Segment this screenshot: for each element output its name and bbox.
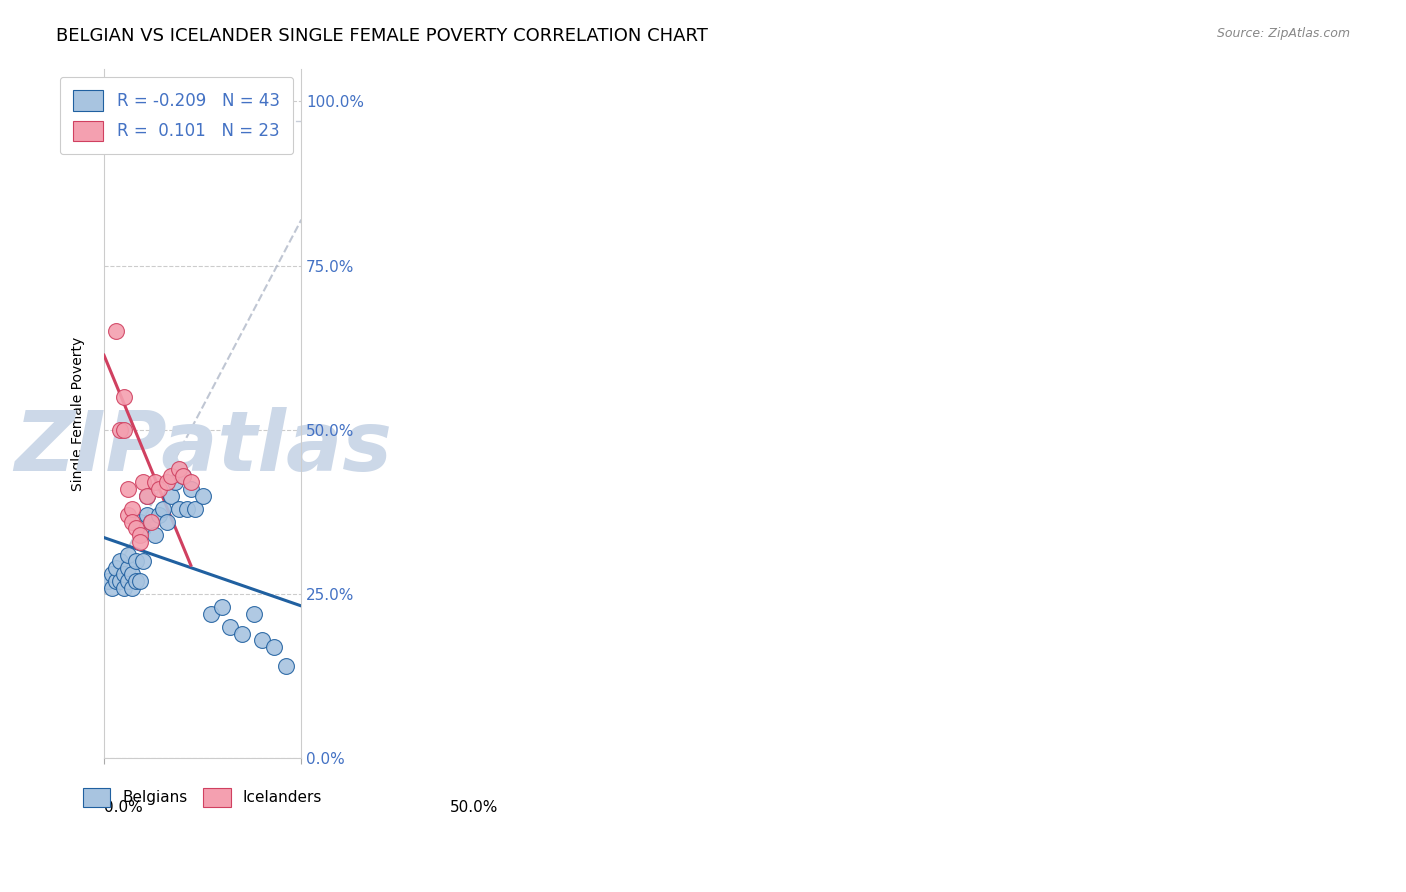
Point (104, 561, 127, 575)
Point (121, 515, 143, 529)
Point (156, 475, 179, 490)
Point (136, 489, 159, 503)
Point (108, 423, 131, 437)
Point (191, 489, 214, 503)
Point (136, 489, 159, 503)
Point (136, 508, 159, 523)
Point (152, 501, 174, 516)
Text: 0.0%: 0.0% (104, 800, 143, 814)
Text: 50.0%: 50.0% (450, 800, 499, 814)
Point (219, 620, 242, 634)
Point (101, 581, 124, 595)
Point (104, 324, 127, 338)
Point (117, 561, 139, 575)
Point (176, 501, 198, 516)
Point (156, 515, 179, 529)
Point (128, 574, 150, 588)
Point (112, 581, 135, 595)
Point (124, 554, 146, 568)
Point (97, 574, 120, 588)
Point (121, 501, 143, 516)
Point (211, 600, 233, 615)
Point (97, 114, 120, 128)
Point (148, 508, 170, 523)
Point (132, 521, 155, 535)
Point (121, 567, 143, 582)
Point (172, 468, 194, 483)
Point (180, 475, 202, 490)
Point (101, 114, 124, 128)
Point (124, 521, 146, 535)
Point (104, 574, 127, 588)
Point (124, 574, 146, 588)
Point (112, 423, 135, 437)
Point (112, 567, 135, 582)
Point (112, 390, 135, 404)
Point (167, 462, 190, 476)
Point (141, 515, 163, 529)
Point (263, 640, 285, 654)
Point (128, 528, 150, 542)
Point (108, 574, 131, 588)
Point (160, 468, 183, 483)
Text: Source: ZipAtlas.com: Source: ZipAtlas.com (1216, 27, 1350, 40)
Point (167, 501, 190, 516)
Point (108, 554, 131, 568)
Point (132, 475, 155, 490)
Point (184, 501, 207, 516)
Text: BELGIAN VS ICELANDER SINGLE FEMALE POVERTY CORRELATION CHART: BELGIAN VS ICELANDER SINGLE FEMALE POVER… (56, 27, 709, 45)
Y-axis label: Single Female Poverty: Single Female Poverty (72, 336, 86, 491)
Point (172, 468, 194, 483)
Point (141, 515, 163, 529)
Point (143, 475, 166, 490)
Point (128, 515, 150, 529)
Point (132, 554, 155, 568)
Point (117, 548, 139, 562)
Point (274, 659, 297, 673)
Point (148, 482, 170, 496)
Point (117, 574, 139, 588)
Point (101, 567, 124, 582)
Point (117, 508, 139, 523)
Legend: Belgians, Icelanders: Belgians, Icelanders (77, 782, 329, 813)
Point (243, 607, 266, 621)
Point (200, 607, 222, 621)
Point (160, 489, 183, 503)
Point (143, 528, 166, 542)
Point (163, 475, 186, 490)
Point (121, 581, 143, 595)
Point (250, 633, 273, 648)
Point (231, 626, 253, 640)
Text: ZIPatlas: ZIPatlas (14, 408, 392, 489)
Point (128, 534, 150, 549)
Point (180, 482, 202, 496)
Point (117, 482, 139, 496)
